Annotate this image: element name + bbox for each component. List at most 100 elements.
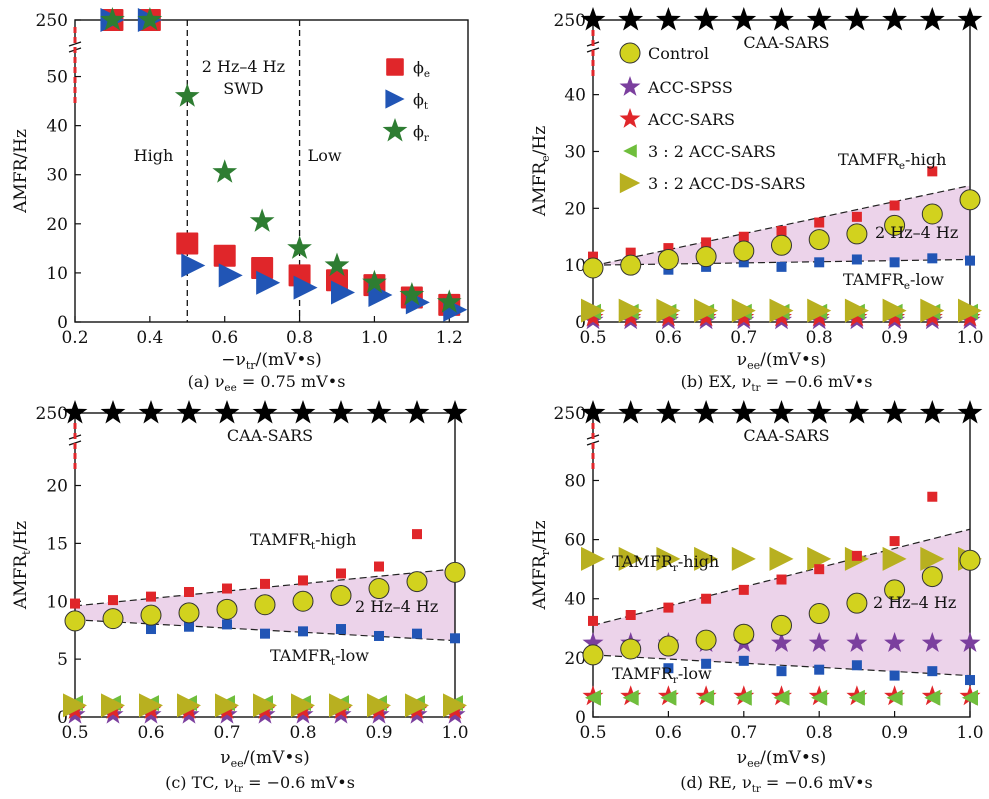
data-point [222,619,232,630]
panel-caption: (c) TC, νtr​ = −0.6 mV•s [165,773,355,795]
data-point [738,231,749,242]
data-point-top [919,400,945,424]
data-point [663,602,674,613]
legend-marker [619,108,641,128]
data-point [694,546,719,571]
data-point [663,243,674,254]
panel-d: 0.5 0.6 0.7 0.8 0.9 1.0 0 20 40 60 80 250 νee​/(mV•s… [530,400,984,795]
data-point-top [138,400,164,424]
data-point [298,626,308,637]
data-point [336,568,346,579]
data-point [260,628,270,639]
data-point [884,579,906,601]
band-label: 2 Hz–4 Hz [875,223,958,242]
data-point [808,632,830,652]
data-point [884,632,906,652]
y-axis-label: AMFR/Hz [11,129,31,214]
data-point [581,298,605,323]
data-point [212,159,238,183]
data-point [329,693,353,718]
data-point [701,237,712,248]
data-point-top [919,7,945,31]
data-point [814,664,825,675]
data-point [260,578,270,589]
x-tick-label: 0.7 [730,723,757,743]
x-tick-label: 0.8 [289,723,316,743]
data-point [406,571,428,593]
annotation-low: Low [308,146,342,165]
data-point [882,298,907,323]
y-tick-label: 40 [564,590,586,610]
data-point [331,280,355,305]
legend: Control ACC-SPSS ACC-SARS 3 : 2 ACC-SARS 3 :… [619,42,806,194]
tamfr-low-label: TAMFRr​-low [612,664,712,686]
data-point [695,629,717,651]
legend-label: ACC-SPSS [647,78,733,97]
series-control [582,189,981,279]
x-tick-label: 0.4 [136,328,163,348]
data-point [249,208,275,232]
data-point [625,610,636,620]
data-point-top [580,400,606,424]
legend-marker [382,118,408,142]
data-point [618,298,643,323]
data-point-top [769,7,794,31]
y-tick-label: 40 [564,86,586,106]
legend-label: ϕt​ [413,90,429,112]
data-point [814,257,825,268]
data-point [776,226,787,237]
data-point [292,590,314,612]
tamfr-low-line [592,654,971,677]
data-point [920,298,945,323]
axis-break-gap [71,435,79,445]
y-tick-label: 40 [46,117,68,137]
data-point [698,689,715,706]
data-point-top [844,7,870,31]
data-point [884,214,906,236]
legend-marker [619,42,641,64]
data-point [695,246,717,268]
y-tick-label: 60 [564,531,586,551]
data-point [733,240,755,262]
series-caa-sars [62,400,468,424]
data-point [254,594,276,616]
data-point [70,598,80,609]
data-point [962,689,978,706]
band-label: 2 Hz–4 Hz [355,597,438,616]
data-point [882,546,907,571]
data-point [444,561,466,583]
data-point [701,658,712,669]
tamfr-low-label: TAMFRe​-low [843,270,944,292]
legend: ϕe​ ϕt​ ϕr​ [382,58,430,144]
y-tick-label: 30 [564,142,586,162]
data-point [733,623,755,645]
x-tick-label: 0.5 [579,723,606,743]
data-point [618,546,643,571]
data-point [921,632,943,652]
x-tick-label: 0.8 [806,723,833,743]
data-point-top [731,7,757,31]
x-tick-label: 0.9 [881,723,908,743]
data-point-top [176,400,202,424]
data-point [889,670,900,681]
data-point [738,655,749,666]
x-tick-label: 0.5 [61,723,88,743]
data-point [889,536,900,547]
data-point-top [882,7,907,31]
x-tick-label: 1.2 [436,328,463,348]
data-point [450,633,460,644]
data-point [808,603,830,625]
data-point [886,689,903,706]
data-point-top [366,400,392,424]
y-tick-label: 20 [564,199,586,219]
data-point [215,693,239,718]
data-point [582,632,604,652]
data-point [443,693,467,718]
y-axis-label: AMFRe​/Hz [530,126,552,217]
data-point-top [656,7,681,31]
data-point [927,666,938,677]
x-tick-label: 1.0 [956,723,983,743]
legend-label: Control [648,44,709,63]
data-point [625,247,636,258]
plot-frame [74,19,469,323]
